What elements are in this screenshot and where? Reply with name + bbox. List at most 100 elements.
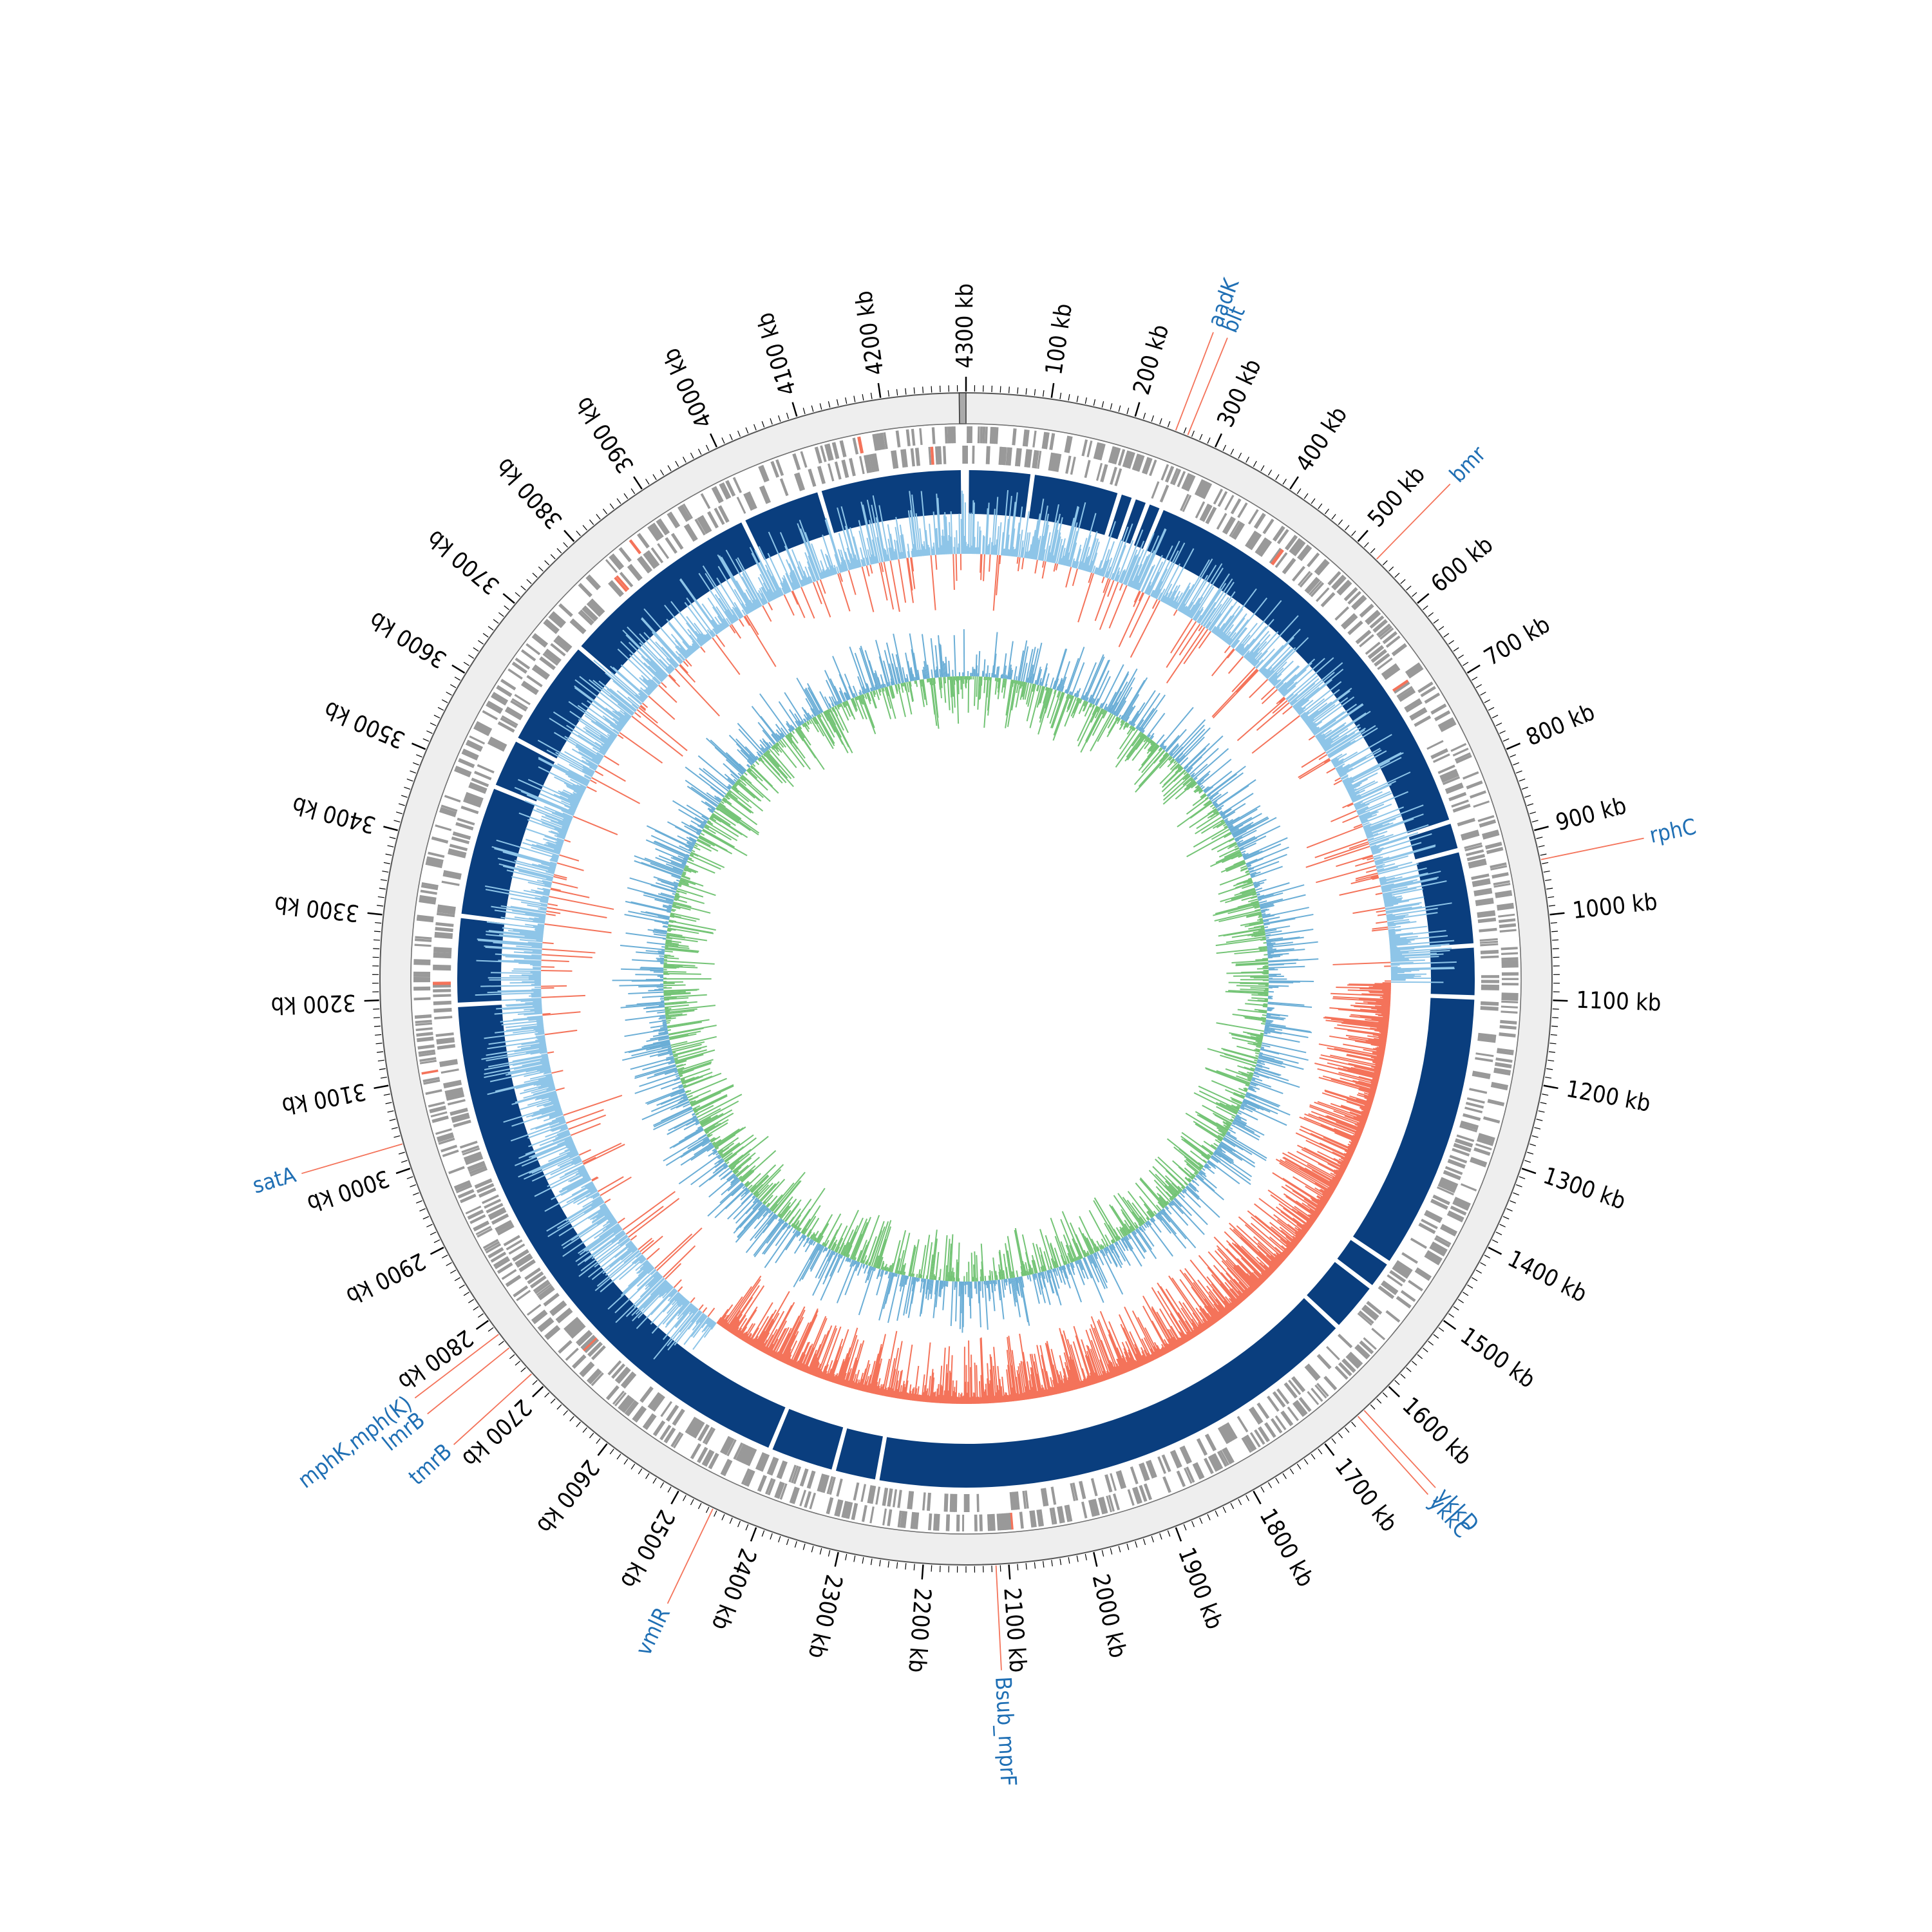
- gene-mark: [484, 1241, 500, 1251]
- gene-mark: [719, 484, 728, 500]
- gc-content-mark: [653, 676, 661, 684]
- ruler-minor-tick: [1093, 399, 1096, 406]
- gene-mark: [1043, 1488, 1049, 1506]
- gene-mark: [1499, 923, 1517, 929]
- gc-content-mark: [1298, 681, 1342, 715]
- gc-content-mark: [853, 1369, 860, 1389]
- gene-mark: [1170, 468, 1179, 484]
- gene-mark: [724, 1438, 735, 1455]
- gc-content-mark: [1231, 1288, 1244, 1302]
- gene-mark: [708, 1452, 719, 1470]
- gc-content-mark: [1159, 1349, 1164, 1356]
- gc-content-mark: [1165, 591, 1173, 604]
- gc-content-mark: [514, 916, 545, 922]
- gc-content-mark: [1262, 668, 1268, 675]
- gene-mark: [1253, 513, 1266, 529]
- gc-content-mark: [989, 1383, 992, 1403]
- gc-content-mark: [1002, 549, 1005, 556]
- gc-content-mark: [1250, 658, 1256, 664]
- gc-content-mark: [1169, 596, 1175, 607]
- gc-content-mark: [591, 720, 616, 739]
- gc-content-mark: [545, 871, 554, 875]
- gene-mark: [444, 1087, 463, 1094]
- gene-mark: [1500, 1019, 1517, 1025]
- gc-content-mark: [1050, 529, 1059, 563]
- gc-content-mark: [1213, 1236, 1262, 1286]
- gc-content-mark: [705, 1318, 711, 1325]
- gene-mark: [1452, 1148, 1470, 1157]
- gc-content-mark: [1324, 732, 1356, 752]
- ruler-minor-tick: [1351, 531, 1356, 536]
- gene-mark: [1442, 776, 1461, 786]
- ruler-minor-tick: [401, 1160, 408, 1163]
- gene-mark: [622, 1372, 637, 1389]
- gene-mark: [1405, 662, 1421, 674]
- gc-content-mark: [1322, 740, 1334, 748]
- gene-mark: [1351, 594, 1365, 609]
- gc-content-mark: [1389, 935, 1448, 942]
- gene-mark: [1157, 1456, 1167, 1474]
- gc-content-mark: [1382, 887, 1417, 896]
- gc-content-mark: [676, 1294, 683, 1302]
- gc-content-mark: [1084, 531, 1098, 571]
- ruler-minor-tick: [870, 392, 873, 399]
- ruler-minor-tick: [430, 1231, 437, 1235]
- gene-mark: [742, 1446, 752, 1464]
- gc-content-mark: [1275, 665, 1300, 689]
- ruler-minor-tick: [1513, 1192, 1519, 1196]
- gc-content-mark: [527, 904, 547, 909]
- gc-content-mark: [1341, 777, 1349, 782]
- gc-content-mark: [525, 1135, 572, 1155]
- gene-mark: [1399, 690, 1416, 703]
- gene-mark: [1110, 1473, 1117, 1492]
- gc-content-mark: [528, 1018, 544, 1021]
- gc-content-mark: [1108, 1334, 1126, 1374]
- gc-content-mark: [930, 1372, 934, 1403]
- ruler-minor-tick: [675, 460, 679, 467]
- gene-mark: [1148, 1459, 1157, 1478]
- gene-mark: [1100, 464, 1108, 482]
- gc-content-mark: [1372, 876, 1379, 880]
- gene-mark: [1229, 520, 1240, 537]
- ruler-minor-tick: [659, 1482, 665, 1488]
- gc-content-mark: [1215, 623, 1226, 636]
- gc-content-mark: [1359, 1087, 1376, 1094]
- gc-content-mark: [1229, 597, 1268, 646]
- ruler-minor-tick: [1530, 1143, 1536, 1146]
- gc-content-mark: [1309, 723, 1317, 729]
- gene-mark: [1195, 501, 1206, 518]
- gc-content-mark: [662, 1293, 681, 1312]
- gc-content-mark: [1387, 912, 1438, 921]
- gc-content-mark: [1055, 564, 1059, 571]
- gc-content-mark: [1314, 1182, 1334, 1194]
- gene-mark: [1051, 1507, 1057, 1524]
- gene-mark: [1448, 791, 1467, 802]
- gc-content-mark: [1173, 592, 1183, 609]
- gc-content-mark: [1302, 1224, 1310, 1230]
- gene-mark: [1012, 1492, 1017, 1510]
- gc-content-mark: [1389, 938, 1407, 941]
- contig-block: [1337, 1240, 1387, 1285]
- gc-content-mark: [914, 1388, 918, 1401]
- gc-content-mark: [1354, 1134, 1361, 1139]
- gc-content-mark: [974, 1362, 976, 1404]
- ruler-minor-tick: [1230, 1502, 1235, 1510]
- gc-content-mark: [1367, 1035, 1387, 1039]
- gc-content-mark: [733, 1327, 739, 1336]
- gene-mark: [1459, 1125, 1477, 1133]
- gene-mark: [1104, 1474, 1113, 1493]
- gc-content-mark: [1198, 1255, 1240, 1305]
- gc-content-mark: [1031, 1354, 1041, 1398]
- gc-content-mark: [1084, 1355, 1095, 1385]
- gc-content-mark: [556, 837, 565, 842]
- gene-mark: [468, 1163, 486, 1172]
- gc-content-mark: [540, 1068, 551, 1073]
- gene-mark: [1258, 540, 1273, 557]
- gc-content-mark: [1390, 950, 1450, 955]
- gene-mark: [486, 703, 502, 714]
- gc-content-mark: [1180, 1307, 1200, 1335]
- gc-content-mark: [551, 857, 558, 861]
- gc-content-mark: [522, 842, 560, 855]
- gc-content-mark: [1097, 521, 1116, 575]
- gc-content-mark: [806, 1367, 810, 1374]
